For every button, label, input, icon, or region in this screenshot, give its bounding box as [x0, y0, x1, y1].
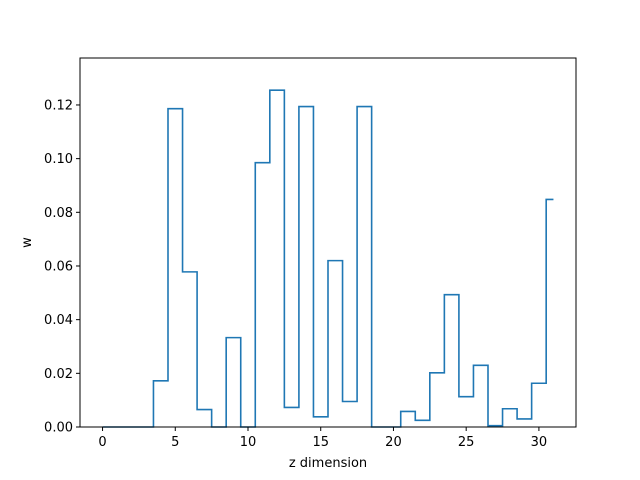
x-axis-label: z dimension	[289, 456, 367, 471]
series-layer	[102, 89, 554, 428]
y-tick-label: 0.12	[44, 98, 73, 113]
y-tick-label: 0.10	[44, 152, 73, 167]
y-axis-ticks: 0.00 0.02 0.04 0.06 0.08 0.10 0.12	[44, 98, 80, 436]
y-axis-label: w	[20, 237, 35, 248]
x-tick-label: 20	[385, 435, 402, 450]
x-tick-label: 10	[240, 435, 257, 450]
series-line-0	[102, 89, 554, 428]
y-tick-label: 0.08	[44, 206, 73, 221]
plot-frame	[79, 57, 577, 428]
x-tick-label: 0	[98, 435, 106, 450]
x-tick-label: 25	[458, 435, 475, 450]
y-tick-label: 0.06	[44, 259, 73, 274]
y-tick-label: 0.02	[44, 367, 73, 382]
x-axis-ticks: 0 5 10 15 20 25 30	[98, 427, 547, 450]
y-tick-label: 0.00	[44, 421, 73, 436]
y-tick-label: 0.04	[44, 313, 73, 328]
x-tick-label: 15	[312, 435, 329, 450]
x-tick-label: 5	[171, 435, 179, 450]
x-tick-label: 30	[531, 435, 548, 450]
